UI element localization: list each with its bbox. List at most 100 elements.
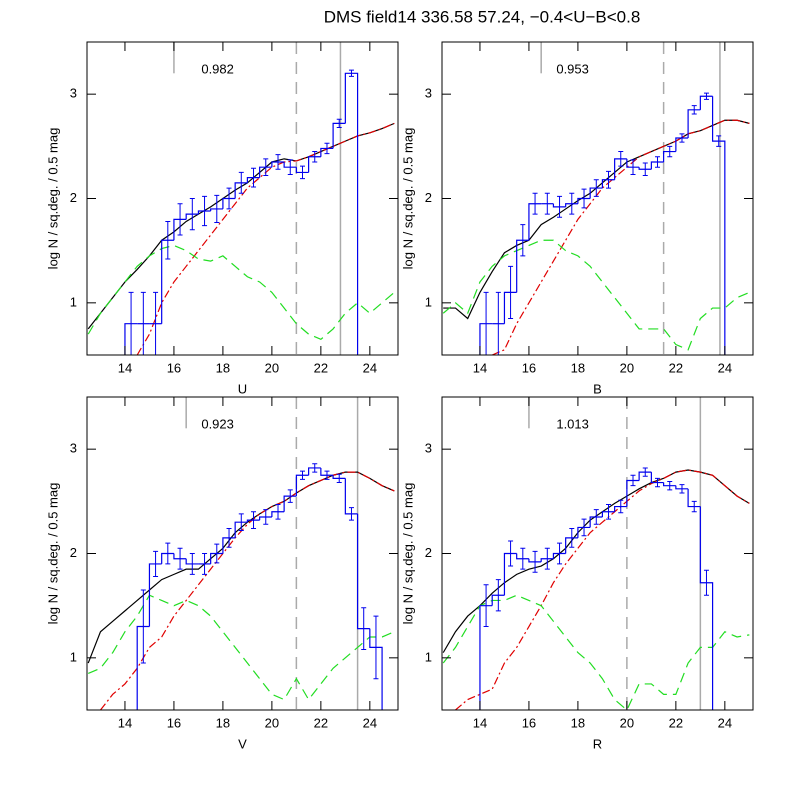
model-line <box>87 471 395 664</box>
histogram-bin <box>161 239 174 324</box>
error-bar <box>593 509 599 525</box>
histogram-bin <box>320 467 334 476</box>
error-bar <box>520 224 526 257</box>
histogram-bin <box>650 161 664 170</box>
error-bar <box>483 584 489 628</box>
error-bar <box>128 291 134 355</box>
histogram-bin <box>699 95 713 110</box>
histogram-bin <box>259 516 272 521</box>
error-bar <box>691 500 697 513</box>
error-bar <box>520 547 526 570</box>
error-bar <box>348 507 354 521</box>
model-line <box>136 122 395 355</box>
histogram-bin <box>234 521 248 538</box>
y-tick-label: 3 <box>70 441 77 456</box>
model-line <box>442 239 750 351</box>
error-bar <box>581 188 587 209</box>
error-bar <box>569 527 575 548</box>
figure-title: DMS field14 336.58 57.24, −0.4<U−B<0.8 <box>324 7 641 26</box>
error-bar <box>165 542 171 565</box>
histogram-bin <box>332 122 346 149</box>
error-bar <box>667 481 673 491</box>
error-bar <box>495 579 501 612</box>
model-line <box>491 119 750 355</box>
error-bar <box>532 550 538 573</box>
error-bar <box>508 265 514 319</box>
histogram-bin <box>565 203 578 207</box>
histogram-bin <box>173 218 187 241</box>
error-bar <box>642 162 648 177</box>
y-axis-label: log N / sq.deg. / 0.5 mag <box>45 128 60 270</box>
histogram-bin <box>516 239 529 293</box>
histogram-bin <box>222 197 236 209</box>
x-tick-label: 20 <box>265 360 279 375</box>
histogram-bin <box>699 506 714 710</box>
plot-frame <box>86 396 399 711</box>
histogram-bin <box>259 166 272 178</box>
error-bar <box>189 198 195 231</box>
histogram-bin <box>528 203 542 241</box>
plot-area <box>87 42 395 355</box>
error-bar <box>140 291 146 355</box>
histogram-bin <box>663 482 676 487</box>
error-bar <box>165 220 171 260</box>
error-bar <box>214 543 220 564</box>
x-tick-label: 18 <box>216 715 230 730</box>
error-bar <box>189 553 195 575</box>
error-bar <box>238 171 244 194</box>
error-bar <box>177 203 183 236</box>
x-tick-label: 18 <box>216 360 230 375</box>
error-bar <box>618 151 624 167</box>
y-axis-label: log N / sq.deg. / 0.5 mag <box>45 483 60 625</box>
histogram-bin <box>540 558 554 562</box>
model-line <box>442 594 750 710</box>
error-bar <box>557 195 563 218</box>
error-bar <box>202 195 208 227</box>
histogram-bin <box>344 478 358 515</box>
y-tick-label: 2 <box>70 190 77 205</box>
histogram-bin <box>271 511 285 517</box>
x-tick-label: 14 <box>473 360 487 375</box>
error-bar <box>654 477 660 488</box>
histogram-bin <box>479 605 493 710</box>
x-tick-label: 16 <box>522 360 536 375</box>
histogram-bin <box>479 323 493 355</box>
error-bar <box>667 145 673 158</box>
histogram-bin <box>675 137 689 152</box>
x-tick-label: 14 <box>118 715 132 730</box>
model-line <box>442 469 750 653</box>
plot-area <box>442 397 750 710</box>
error-bar <box>324 142 330 155</box>
histogram-bin <box>601 511 615 517</box>
y-tick-label: 3 <box>425 441 432 456</box>
error-bar <box>251 167 257 188</box>
histogram-bin <box>210 208 223 212</box>
histogram-bin <box>161 552 174 564</box>
histogram-bin <box>711 96 726 355</box>
error-bar <box>679 133 685 143</box>
histogram-bin <box>687 109 701 138</box>
x-tick-label: 24 <box>363 715 377 730</box>
error-bar <box>630 474 636 487</box>
histogram-bin <box>344 72 359 355</box>
error-bar <box>508 540 514 567</box>
model-line <box>87 122 395 330</box>
x-tick-label: 20 <box>620 360 634 375</box>
histogram-bin <box>614 505 627 512</box>
error-bar <box>581 518 587 537</box>
x-tick-label: 22 <box>669 715 683 730</box>
plot-frame <box>441 396 754 711</box>
histogram-bin <box>283 495 297 512</box>
x-tick-label: 20 <box>265 715 279 730</box>
error-bar <box>226 527 232 548</box>
error-bar <box>495 291 501 355</box>
x-tick-label: 18 <box>571 360 585 375</box>
error-bar <box>679 484 685 494</box>
histogram-bin <box>626 158 640 168</box>
y-tick-label: 1 <box>70 294 77 309</box>
x-tick-label: 22 <box>314 360 328 375</box>
